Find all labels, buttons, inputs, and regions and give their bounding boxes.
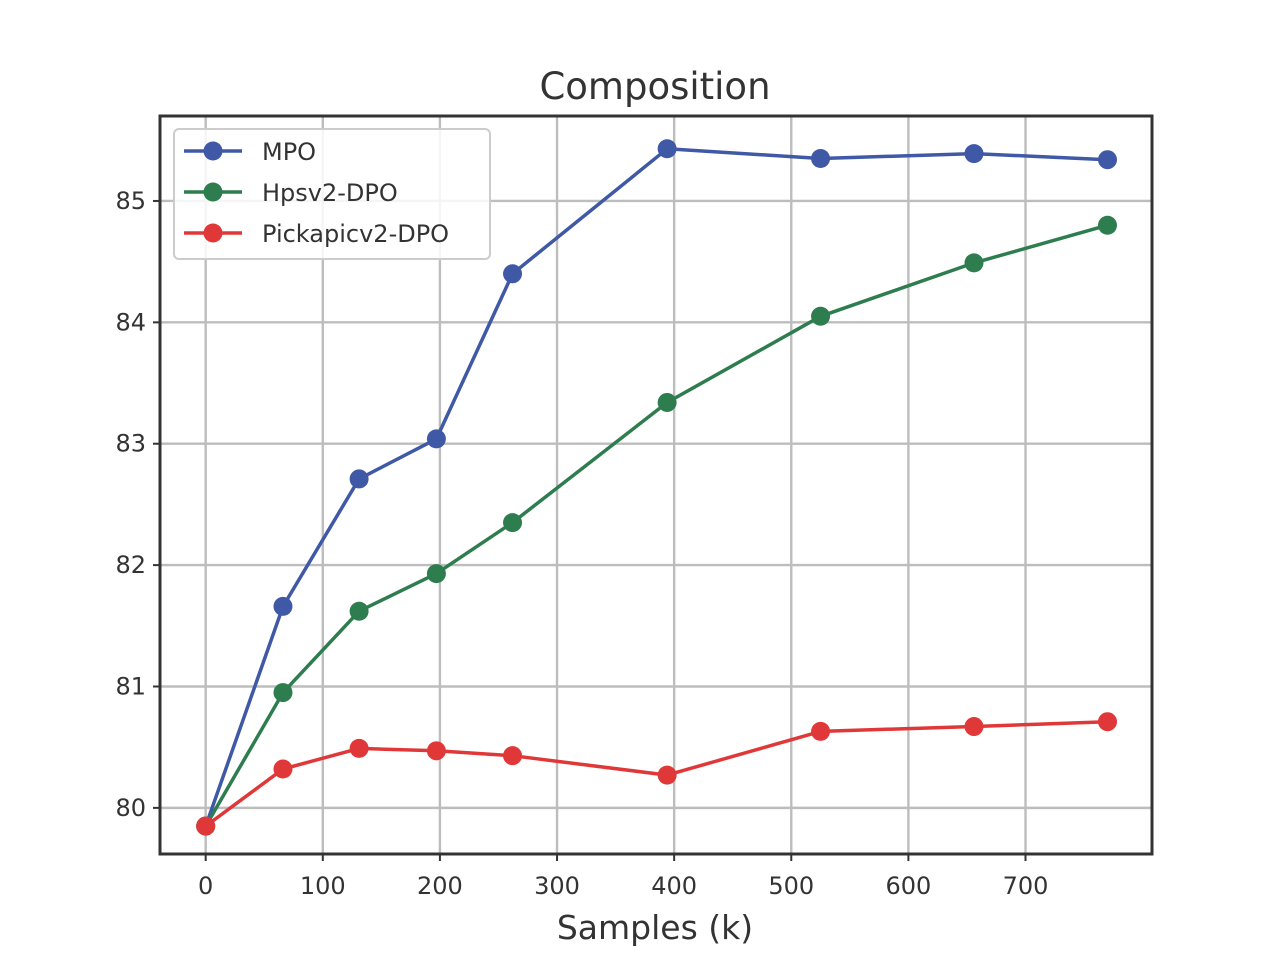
series-pickapicv2-dpo <box>196 712 1117 836</box>
x-axis-label: Samples (k) <box>557 908 753 947</box>
y-tick-label: 84 <box>115 308 146 336</box>
x-tick-label: 400 <box>651 872 697 900</box>
x-tick-label: 300 <box>534 872 580 900</box>
x-tick-label: 700 <box>1003 872 1049 900</box>
x-tick-label: 600 <box>885 872 931 900</box>
data-point-hpsv2-dpo <box>273 683 293 703</box>
chart-title: Composition <box>539 65 770 108</box>
data-point-pickapicv2-dpo <box>811 721 831 741</box>
grid <box>160 116 1152 854</box>
data-point-hpsv2-dpo <box>964 253 984 273</box>
x-tick-label: 100 <box>300 872 346 900</box>
x-tick-label: 0 <box>198 872 213 900</box>
legend-box <box>173 128 491 260</box>
data-point-pickapicv2-dpo <box>503 746 523 766</box>
data-point-pickapicv2-dpo <box>1097 712 1117 732</box>
series-layer <box>196 139 1117 836</box>
legend: MPO Hpsv2-DPO Pickapicv2-DPO <box>173 128 491 260</box>
data-point-pickapicv2-dpo <box>196 816 216 836</box>
data-point-mpo <box>1097 150 1117 170</box>
data-point-hpsv2-dpo <box>349 601 369 621</box>
data-point-mpo <box>657 139 677 159</box>
data-point-mpo <box>964 144 984 164</box>
series-hpsv2-dpo <box>196 215 1117 836</box>
data-point-pickapicv2-dpo <box>657 765 677 785</box>
x-tick-label: 500 <box>768 872 814 900</box>
y-tick-label: 83 <box>115 430 146 458</box>
data-point-mpo <box>349 469 369 489</box>
data-point-pickapicv2-dpo <box>426 741 446 761</box>
legend-label-pickapicv2-dpo: Pickapicv2-DPO <box>262 220 449 248</box>
x-tick-label: 200 <box>417 872 463 900</box>
data-point-hpsv2-dpo <box>503 513 523 533</box>
data-point-hpsv2-dpo <box>811 306 831 326</box>
data-point-pickapicv2-dpo <box>964 717 984 737</box>
data-point-mpo <box>811 148 831 168</box>
axis-ticks: 0 100 200 300 400 500 600 700 80 81 82 83 84 85 <box>115 187 1048 900</box>
data-point-pickapicv2-dpo <box>273 759 293 779</box>
plot-frame <box>158 114 1154 856</box>
data-point-mpo <box>273 596 293 616</box>
data-point-hpsv2-dpo <box>426 564 446 584</box>
legend-label-hpsv2-dpo: Hpsv2-DPO <box>262 179 398 207</box>
data-point-hpsv2-dpo <box>1097 215 1117 235</box>
y-tick-label: 85 <box>115 187 146 215</box>
series-line-pickapicv2-dpo <box>204 719 1108 828</box>
y-tick-label: 81 <box>115 672 146 700</box>
data-point-mpo <box>426 429 446 449</box>
legend-marker-hpsv2-dpo <box>203 182 223 202</box>
data-point-hpsv2-dpo <box>657 392 677 412</box>
y-tick-label: 80 <box>115 794 146 822</box>
legend-marker-mpo <box>203 141 223 161</box>
y-tick-label: 82 <box>115 551 146 579</box>
data-point-mpo <box>503 264 523 284</box>
data-point-pickapicv2-dpo <box>349 738 369 758</box>
legend-marker-pickapicv2-dpo <box>203 223 223 243</box>
series-line-hpsv2-dpo <box>204 223 1108 827</box>
legend-label-mpo: MPO <box>262 138 316 166</box>
